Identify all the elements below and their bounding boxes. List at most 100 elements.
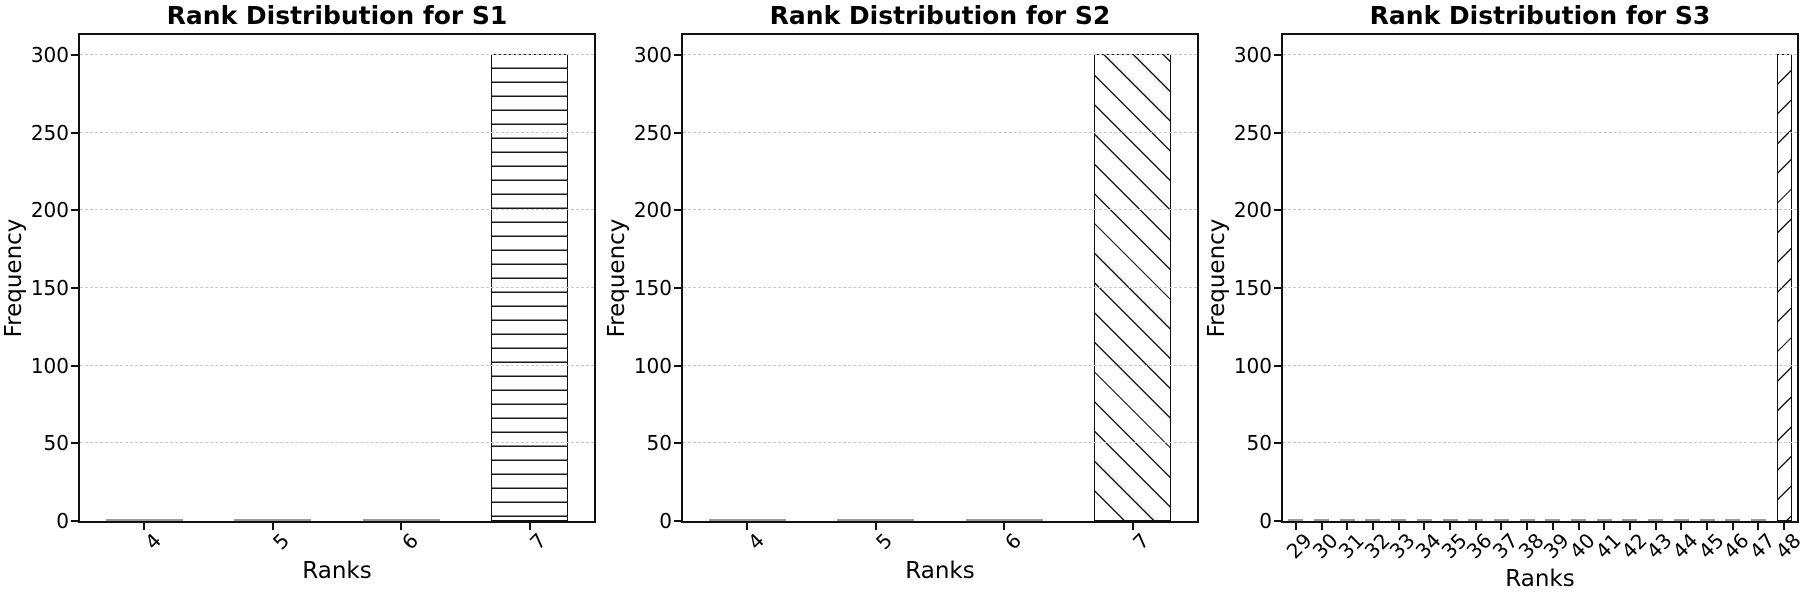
y-tick-mark <box>1274 209 1281 212</box>
x-tick-mark <box>1131 523 1134 530</box>
x-tick-mark <box>1526 523 1529 530</box>
zero-bar-37 <box>1494 519 1509 521</box>
x-tick-label: 40 <box>1564 528 1600 564</box>
x-tick-label: 7 <box>525 528 552 555</box>
y-tick-label: 0 <box>659 509 672 533</box>
x-tick-label: 48 <box>1770 528 1800 564</box>
x-tick-label: 37 <box>1487 528 1523 564</box>
gridline-y300 <box>683 54 1197 55</box>
x-tick-label: 46 <box>1719 528 1755 564</box>
x-axis-label-s1: Ranks <box>302 558 372 584</box>
gridline-y100 <box>683 364 1197 366</box>
y-tick-label: 100 <box>30 353 69 378</box>
zero-bar-32 <box>1365 519 1380 521</box>
x-tick-mark <box>1577 523 1580 530</box>
zero-bar-33 <box>1391 519 1406 521</box>
zero-bar-6 <box>363 519 440 521</box>
y-tick-mark <box>1274 520 1281 522</box>
y-tick-label: 250 <box>30 120 69 145</box>
y-tick-mark <box>1274 287 1281 289</box>
bar-7 <box>1094 54 1171 521</box>
y-axis-label-s3: Frequency <box>1204 218 1230 338</box>
x-tick-label: 6 <box>999 528 1026 555</box>
gridline-y250 <box>80 131 594 133</box>
y-tick-label: 0 <box>1259 509 1272 533</box>
axes-s2: 0 50 100 150 200 250 300 4 5 6 7 <box>634 33 1199 554</box>
y-tick-label: 100 <box>1233 353 1272 378</box>
axes-s3: 0 50 100 150 200 250 300 29 30 31 32 33 34 35 36 37 38 39… <box>1234 33 1800 563</box>
y-tick-mark <box>1274 364 1281 367</box>
x-tick-label: 5 <box>268 528 295 555</box>
x-tick-mark <box>1783 523 1786 530</box>
zero-bar-30 <box>1314 519 1329 521</box>
x-tick-mark <box>400 523 403 530</box>
gridline-y50 <box>683 442 1197 444</box>
zero-bar-36 <box>1468 519 1483 521</box>
zero-bar-35 <box>1443 519 1458 521</box>
x-tick-label: 30 <box>1307 528 1343 564</box>
axes-s1: 0 50 100 150 200 250 300 4 5 6 7 <box>31 33 596 554</box>
x-tick-label: 31 <box>1333 528 1369 564</box>
x-tick-mark <box>1500 523 1503 530</box>
x-tick-label: 38 <box>1513 528 1549 564</box>
x-tick-mark <box>1628 523 1631 530</box>
y-tick-mark <box>71 287 78 289</box>
y-tick-label: 150 <box>30 276 69 300</box>
zero-bar-6 <box>966 519 1043 521</box>
x-tick-mark <box>1654 523 1657 530</box>
bar-7 <box>491 54 568 521</box>
zero-bar-4 <box>709 519 786 521</box>
zero-bar-44 <box>1674 519 1689 521</box>
y-tick-label: 150 <box>633 276 672 300</box>
x-tick-mark <box>1706 523 1709 530</box>
gridline-y300 <box>1283 54 1797 55</box>
x-tick-label: 6 <box>396 528 423 555</box>
x-tick-label: 45 <box>1693 528 1729 564</box>
y-tick-mark <box>71 364 78 367</box>
y-tick-mark <box>1274 131 1281 134</box>
zero-bar-46 <box>1725 519 1740 521</box>
x-tick-mark <box>1423 523 1426 530</box>
x-tick-label: 44 <box>1667 528 1703 564</box>
y-axis-label-s2: Frequency <box>604 218 630 338</box>
x-tick-label: 39 <box>1539 528 1575 564</box>
x-tick-mark <box>1680 523 1683 530</box>
x-tick-mark <box>528 523 531 530</box>
x-tick-label: 4 <box>139 528 166 555</box>
x-tick-mark <box>1603 523 1606 530</box>
x-tick-label: 35 <box>1436 528 1472 564</box>
bar-48 <box>1777 54 1792 521</box>
gridline-y250 <box>683 131 1197 133</box>
y-tick-label: 50 <box>43 431 69 456</box>
plot-title-s2: Rank Distribution for S2 <box>769 1 1111 30</box>
zero-bar-43 <box>1648 519 1663 521</box>
zero-bar-4 <box>106 519 183 521</box>
y-tick-mark <box>674 287 681 289</box>
x-tick-label: 34 <box>1410 528 1446 564</box>
x-tick-label: 4 <box>742 528 769 555</box>
x-tick-label: 36 <box>1462 528 1498 564</box>
y-tick-mark <box>1274 442 1281 445</box>
gridline-y200 <box>1283 209 1797 211</box>
gridline-y150 <box>1283 287 1797 288</box>
y-tick-mark <box>674 131 681 134</box>
zero-bar-31 <box>1340 519 1355 521</box>
gridline-y150 <box>80 287 594 288</box>
y-axis-label-s1: Frequency <box>1 218 27 338</box>
x-tick-label: 7 <box>1128 528 1155 555</box>
plot-title-s1: Rank Distribution for S1 <box>166 1 508 30</box>
y-tick-mark <box>71 520 78 522</box>
x-tick-label: 29 <box>1282 528 1318 564</box>
y-tick-mark <box>71 209 78 212</box>
y-tick-label: 150 <box>1233 276 1272 300</box>
zero-bar-40 <box>1571 519 1586 521</box>
gridline-y100 <box>80 364 594 366</box>
x-tick-mark <box>1397 523 1400 530</box>
y-tick-mark <box>674 442 681 445</box>
zero-bar-29 <box>1288 519 1303 521</box>
zero-bar-39 <box>1545 519 1560 521</box>
gridline-y50 <box>80 442 594 444</box>
